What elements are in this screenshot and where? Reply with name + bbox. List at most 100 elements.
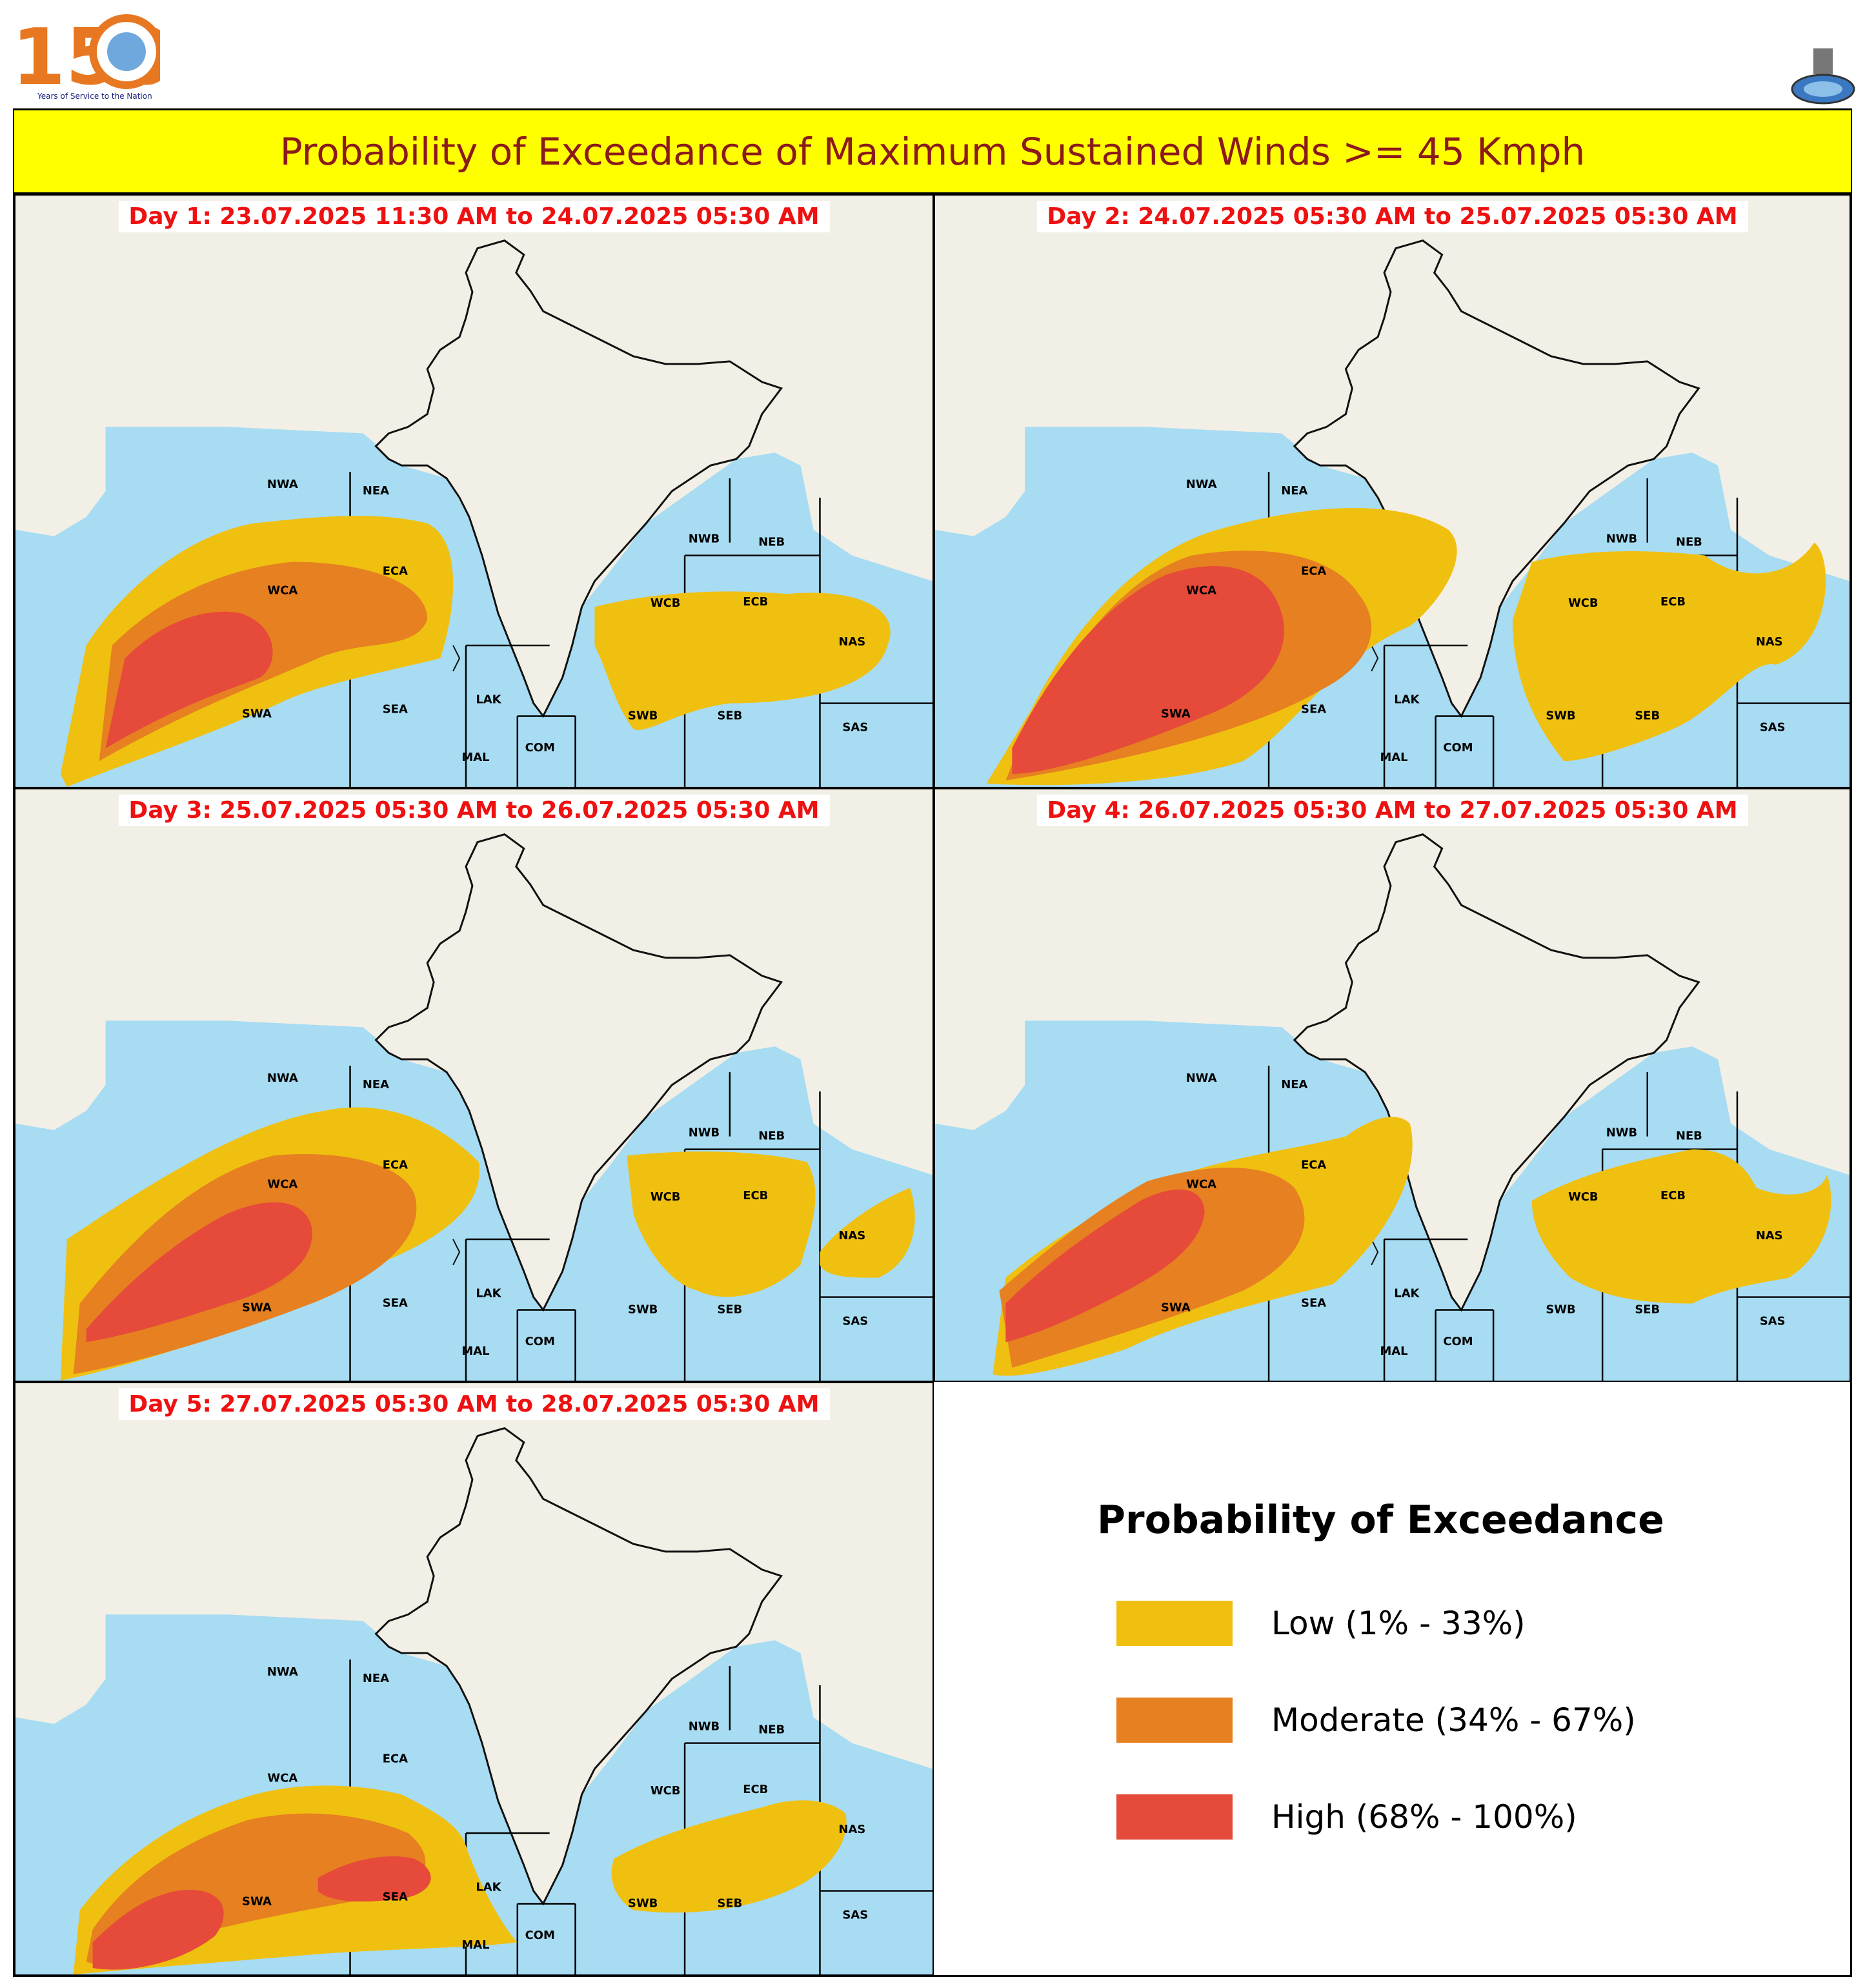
region-label-lak: LAK [476,1287,501,1301]
lakshadweep-islands [452,1239,461,1266]
region-label-sea: SEA [1301,702,1326,716]
map-svg: NWA NEA WCA ECA SWA SEA LAK MAL COM NWB NEB WCB ECB S… [935,789,1850,1381]
region-label-eca: ECA [1301,1158,1326,1172]
region-label-neb: NEB [1676,1130,1702,1143]
region-label-swa: SWA [1161,1301,1191,1314]
legend-title: Probability of Exceedance [1097,1497,1664,1543]
region-label-ecb: ECB [1660,1189,1686,1202]
region-label-lak: LAK [1394,693,1420,707]
region-label-com: COM [525,1335,555,1348]
probability-zone-high [1012,565,1284,775]
probability-zone-high [318,1856,431,1902]
region-label-neb: NEB [1676,536,1702,549]
region-label-sas: SAS [842,1908,868,1922]
region-label-com: COM [1443,741,1473,755]
region-label-nwb: NWB [689,532,720,546]
region-label-nas: NAS [838,635,865,649]
region-label-sas: SAS [1760,720,1786,734]
region-label-nwb: NWB [1606,532,1637,546]
region-label-sea: SEA [383,703,408,716]
region-label-neb: NEB [758,1723,785,1737]
map-svg: NWA NEA WCA ECA SWA SEA LAK MAL COM NWB NEB WCB ECB S… [15,789,932,1381]
day-5-label: Day 5: 27.07.2025 05:30 AM to 28.07.2025… [118,1388,830,1420]
region-label-com: COM [1443,1335,1473,1348]
legend-swatch-low [1116,1601,1233,1646]
map-panel-day-5: NWA NEA WCA ECA SWA SEA LAK MAL COM NWB NEB WCB ECB S… [14,1382,934,1976]
region-label-wca: WCA [267,583,297,597]
india-outline [374,239,783,718]
region-label-nea: NEA [1281,484,1307,498]
region-label-wcb: WCB [650,1784,681,1798]
india-outline [1293,239,1700,718]
probability-zone-low [820,1188,915,1278]
region-label-sea: SEA [1301,1296,1326,1310]
legend-swatch-moderate [1116,1698,1233,1743]
region-label-neb: NEB [758,536,785,549]
india-outline [374,833,783,1312]
region-label-nwa: NWA [267,478,298,491]
region-label-eca: ECA [383,1752,408,1765]
region-label-mal: MAL [461,1344,489,1358]
region-label-mal: MAL [461,751,489,764]
region-label-wca: WCA [267,1177,297,1191]
imd-emblem-icon [1791,48,1855,105]
region-label-swb: SWB [628,1896,658,1910]
lakshadweep-islands [1371,1239,1379,1266]
region-label-nea: NEA [363,484,389,498]
region-label-nwb: NWB [689,1126,720,1140]
probability-zone-high [92,1890,224,1970]
day-4-label: Day 4: 26.07.2025 05:30 AM to 27.07.2025… [1036,795,1748,826]
figure-frame [13,108,1852,1977]
probability-zone-low [627,1151,816,1297]
region-label-eca: ECA [383,564,408,578]
region-label-nwa: NWA [1186,1071,1217,1085]
region-label-eca: ECA [383,1158,408,1172]
region-label-mal: MAL [461,1938,489,1952]
region-label-nas: NAS [1756,635,1783,649]
region-label-sea: SEA [383,1891,408,1904]
legend-label-high: High (68% - 100%) [1271,1798,1577,1836]
region-label-nas: NAS [1756,1229,1783,1242]
lakshadweep-islands [1371,645,1379,672]
map-svg: NWA NEA WCA ECA SWA SEA LAK MAL COM NWB NEB WCB ECB S… [15,1383,932,1974]
legend-swatch-high [1116,1794,1233,1840]
region-label-sas: SAS [1760,1314,1786,1328]
probability-zone-high [86,1202,312,1343]
probability-zone-high [105,611,273,749]
region-label-swb: SWB [1546,709,1575,722]
region-label-wcb: WCB [1568,1190,1598,1204]
region-label-nea: NEA [1281,1078,1307,1091]
region-label-eca: ECA [1301,564,1326,578]
region-label-mal: MAL [1380,1344,1407,1358]
region-label-nas: NAS [838,1229,865,1242]
map-svg: NWA NEA WCA ECA SWA SEA LAK MAL COM NWB NEB WCB ECB S… [15,196,932,787]
probability-zone-high [1005,1189,1205,1343]
legend-item-high: High (68% - 100%) [1116,1794,1577,1840]
day-3-label: Day 3: 25.07.2025 05:30 AM to 26.07.2025… [118,795,830,826]
lakshadweep-islands [452,645,461,672]
probability-zone-low [611,1800,847,1913]
region-label-wcb: WCB [1568,596,1598,610]
region-label-seb: SEB [717,709,742,722]
region-label-ecb: ECB [743,595,768,609]
india-outline [1293,833,1700,1312]
region-label-nea: NEA [363,1078,389,1091]
region-label-wca: WCA [1186,1177,1216,1191]
region-label-seb: SEB [717,1896,742,1910]
region-label-nwa: NWA [267,1665,298,1679]
region-label-nwa: NWA [1186,478,1217,491]
title-bar: Probability of Exceedance of Maximum Sus… [14,110,1851,194]
region-label-swa: SWA [242,707,272,720]
region-label-swb: SWB [628,1303,658,1316]
region-label-ecb: ECB [743,1189,768,1202]
legend-label-low: Low (1% - 33%) [1271,1605,1526,1642]
region-label-com: COM [525,1929,555,1942]
map-panel-day-4: NWA NEA WCA ECA SWA SEA LAK MAL COM NWB NEB WCB ECB S… [934,788,1851,1382]
region-label-nwb: NWB [689,1720,720,1734]
region-label-sas: SAS [842,1314,868,1328]
region-label-wca: WCA [1186,583,1216,597]
region-label-wcb: WCB [650,596,681,610]
region-label-ecb: ECB [1660,595,1686,609]
region-label-nwb: NWB [1606,1126,1637,1140]
map-svg: NWA NEA WCA ECA SWA SEA LAK MAL COM NWB NEB WCB ECB S… [935,196,1850,787]
